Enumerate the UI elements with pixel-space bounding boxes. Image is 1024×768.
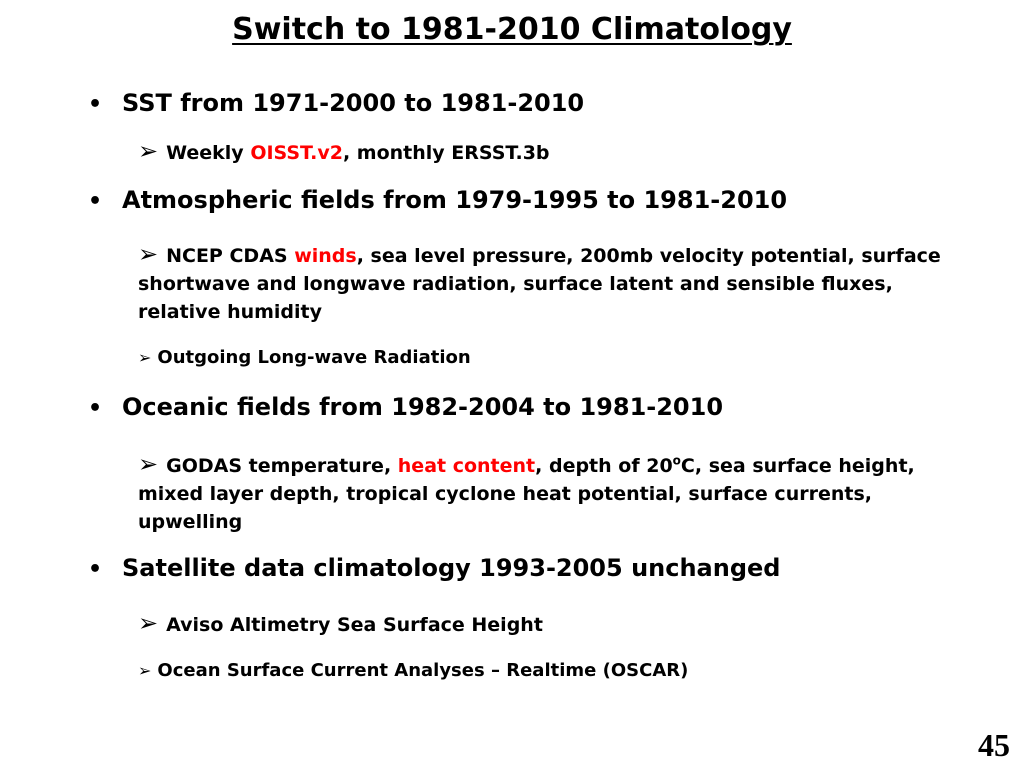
sub-item-oisst: ➢ Weekly OISST.v2, monthly ERSST.3b [138, 137, 550, 165]
bullet-text: SST from 1971-2000 to 1981-2010 [122, 89, 585, 117]
arrow-bullet-icon: ➢ [138, 240, 159, 268]
bullet-dot: • [88, 396, 103, 421]
highlight-text: winds [294, 245, 357, 267]
bullet-sst: • SST from 1971-2000 to 1981-2010 [88, 88, 584, 120]
sub-item-oscar: ➢ Ocean Surface Current Analyses – Realti… [138, 657, 978, 685]
bullet-text: Atmospheric fields from 1979-1995 to 198… [122, 186, 788, 214]
bullet-satellite: • Satellite data climatology 1993-2005 un… [88, 553, 780, 585]
highlight-text: heat content [397, 455, 536, 477]
sub-item-ncep: ➢ NCEP CDAS winds, sea level pressure, 20… [138, 240, 941, 323]
bullet-atmospheric: • Atmospheric fields from 1979-1995 to 19… [88, 185, 787, 217]
bullet-dot: • [88, 557, 103, 582]
highlight-text: OISST.v2 [250, 142, 343, 164]
bullet-text: Oceanic fields from 1982-2004 to 1981-20… [122, 393, 724, 421]
page-number: 45 [978, 727, 1010, 763]
bullet-dot: • [88, 189, 103, 214]
sub-item-olr: ➢ Outgoing Long-wave Radiation [138, 344, 978, 372]
arrow-bullet-icon: ➢ [138, 661, 152, 680]
slide-title: Switch to 1981-2010 Climatology [0, 10, 1024, 50]
bullet-text: Satellite data climatology 1993-2005 unc… [122, 554, 781, 582]
sub-item-godas: ➢ GODAS temperature, heat content, depth … [138, 450, 915, 533]
arrow-bullet-icon: ➢ [138, 450, 159, 478]
arrow-bullet-icon: ➢ [138, 137, 159, 165]
arrow-bullet-icon: ➢ [138, 609, 159, 637]
bullet-oceanic: • Oceanic fields from 1982-2004 to 1981-2… [88, 392, 723, 424]
sub-item-aviso: ➢ Aviso Altimetry Sea Surface Height [138, 609, 543, 637]
arrow-bullet-icon: ➢ [138, 348, 152, 367]
slide-title-text: Switch to 1981-2010 Climatology [232, 12, 792, 47]
bullet-dot: • [88, 92, 103, 117]
